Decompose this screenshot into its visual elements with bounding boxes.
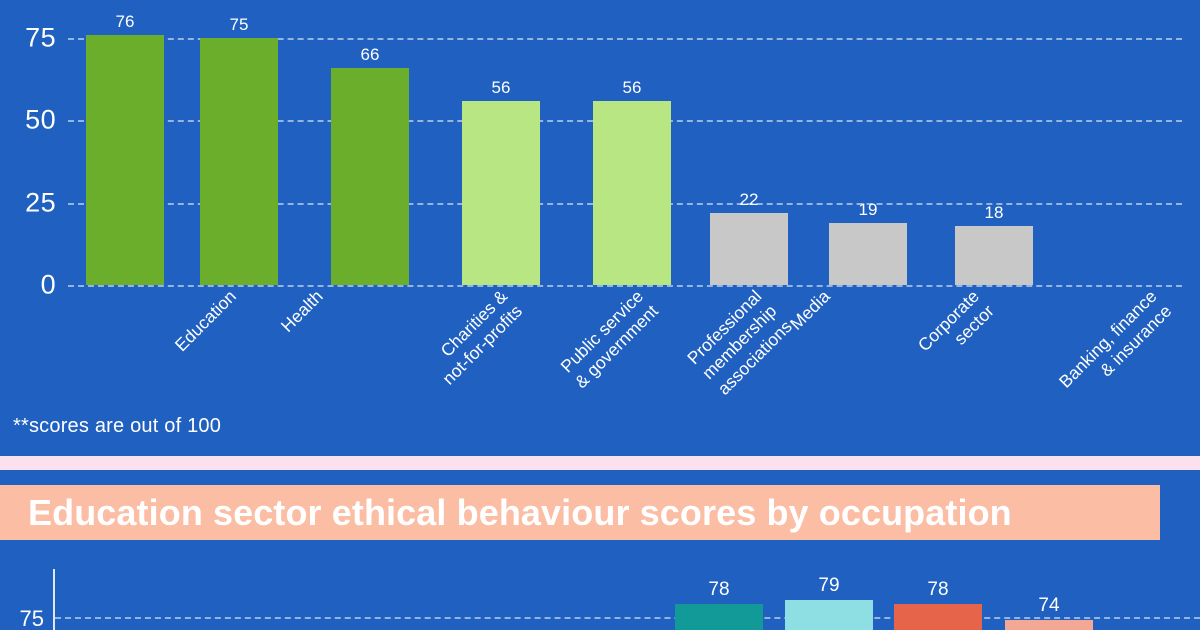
bar-charities-not-for-profits[interactable]: 66 (331, 45, 409, 285)
y-tick-label-25: 25 (25, 187, 56, 217)
x-label-corporate-sector: Corporate sector (913, 286, 999, 356)
gridline-0 (68, 285, 1182, 287)
top-chart-plot-area: 0 25 50 75 76 75 66 56 56 (0, 0, 1200, 300)
x-label-professional-membership-associations: Professional membership associations (683, 286, 796, 399)
bar-value-label: 56 (622, 78, 642, 97)
bar-value-label: 22 (739, 190, 759, 209)
top-chart-bars: 76 75 66 56 56 22 19 (0, 0, 1200, 300)
bar-public-service-government[interactable]: 56 (462, 78, 540, 285)
section-title-banner: Education sector ethical behaviour score… (0, 485, 1160, 540)
bar-professional-membership-associations[interactable]: 56 (593, 78, 671, 285)
bar-value-label: 19 (858, 200, 878, 219)
bar-value-label: 78 (708, 579, 730, 600)
bar-corporate-sector[interactable]: 19 (829, 200, 907, 285)
x-label-education: Education (170, 286, 240, 356)
bottom-bar-2[interactable]: 79 (785, 575, 873, 630)
y-tick-label-0: 0 (40, 269, 56, 300)
bar-media[interactable]: 22 (710, 190, 788, 285)
bar-value-label: 74 (1038, 595, 1060, 616)
bottom-y-tick-label-75: 75 (19, 606, 44, 630)
bar-health[interactable]: 75 (200, 15, 278, 285)
bottom-gridline-75 (55, 617, 1200, 619)
top-bar-chart: 0 25 50 75 76 75 66 56 56 (0, 0, 1200, 437)
bar-value-label: 75 (229, 15, 249, 34)
x-label-public-service-government: Public service & government (556, 286, 663, 393)
bar-value-label: 18 (984, 203, 1004, 222)
x-label-health: Health (276, 286, 327, 336)
x-label-banking-finance-insurance: Banking, finance & insurance (1054, 286, 1176, 392)
bar-value-label: 56 (491, 78, 511, 97)
y-tick-label-75: 75 (25, 22, 56, 52)
x-label-media: Media (785, 286, 834, 334)
bottom-bar-4[interactable]: 74 (1005, 595, 1093, 630)
bottom-bar-1[interactable]: 78 (675, 579, 763, 630)
bar-education[interactable]: 76 (86, 12, 164, 285)
bar-banking-finance-insurance[interactable]: 18 (955, 203, 1033, 285)
bottom-bar-3[interactable]: 78 (894, 579, 982, 630)
bar-value-label: 79 (818, 575, 840, 596)
pink-divider-strip (0, 456, 1200, 470)
page-title: Education sector ethical behaviour score… (28, 491, 1012, 533)
bar-value-label: 78 (927, 579, 949, 600)
bar-value-label: 76 (115, 12, 135, 31)
x-label-charities-not-for-profits: Charities & not-for-profits (436, 286, 527, 389)
bottom-bar-chart: 75 78 79 78 74 (0, 556, 1200, 630)
y-tick-label-50: 50 (25, 104, 56, 135)
bar-value-label: 66 (360, 45, 380, 64)
gridline-75 (68, 37, 1182, 40)
bottom-chart-y-axis-line (53, 569, 55, 630)
chart-footnote: **scores are out of 100 (13, 415, 222, 437)
